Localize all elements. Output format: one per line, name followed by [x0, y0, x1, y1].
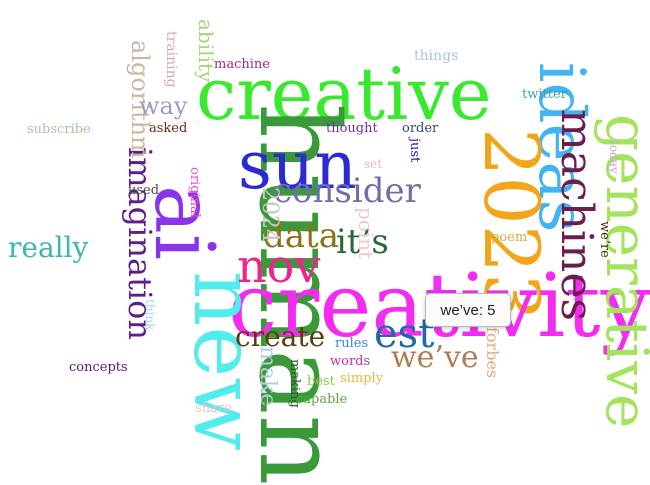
word-just[interactable]: just — [407, 138, 422, 163]
word-ability[interactable]: ability — [194, 19, 218, 83]
word-today[interactable]: today — [607, 140, 621, 174]
word-poem[interactable]: poem — [491, 230, 528, 245]
word-set[interactable]: set — [364, 157, 383, 171]
word-generative[interactable]: generative — [593, 114, 650, 429]
word-est[interactable]: est — [374, 311, 435, 357]
word-used[interactable]: used — [128, 183, 160, 198]
word-data[interactable]: data — [263, 216, 339, 256]
word-training[interactable]: training — [163, 31, 179, 88]
word-machine[interactable]: machine — [214, 57, 270, 72]
word-share[interactable]: share — [195, 401, 232, 416]
word-we-ve[interactable]: we’ve — [391, 340, 479, 375]
word-thought[interactable]: thought — [326, 121, 378, 136]
word-cloud: creativehumansunideas2023creativityainew… — [8, 19, 650, 485]
word-forbes[interactable]: forbes — [483, 327, 502, 379]
word-twitter[interactable]: twitter — [522, 87, 567, 102]
word-rules[interactable]: rules — [335, 336, 369, 351]
word-best[interactable]: best — [307, 374, 335, 389]
word-nov[interactable]: nov — [237, 239, 321, 293]
word-subscribe[interactable]: subscribe — [27, 122, 91, 137]
word-things[interactable]: things — [414, 48, 459, 64]
word-original[interactable]: original — [187, 167, 202, 218]
word-words[interactable]: words — [330, 354, 371, 369]
word-2024[interactable]: 2024 — [257, 187, 282, 243]
word-tooltip: we’ve: 5 — [425, 293, 511, 327]
word-really[interactable]: really — [8, 231, 89, 264]
word-point[interactable]: point — [354, 207, 378, 260]
word-think[interactable]: think — [143, 299, 157, 331]
word-way[interactable]: way — [139, 92, 188, 120]
word-order[interactable]: order — [402, 121, 439, 136]
word-machines[interactable]: machines — [551, 109, 602, 321]
word-consider[interactable]: consider — [273, 171, 421, 211]
word-concepts[interactable]: concepts — [69, 360, 128, 375]
word-simply[interactable]: simply — [340, 371, 383, 386]
word-make[interactable]: make — [255, 346, 280, 407]
word-asked[interactable]: asked — [149, 121, 188, 136]
word-capable[interactable]: capable — [296, 392, 348, 407]
word-sun[interactable]: sun — [238, 127, 357, 204]
word-create[interactable]: create — [235, 320, 326, 353]
word-creative[interactable]: creative — [196, 52, 492, 136]
word-it-s[interactable]: it’s — [336, 222, 389, 262]
word-we-re[interactable]: we’re — [597, 221, 612, 258]
